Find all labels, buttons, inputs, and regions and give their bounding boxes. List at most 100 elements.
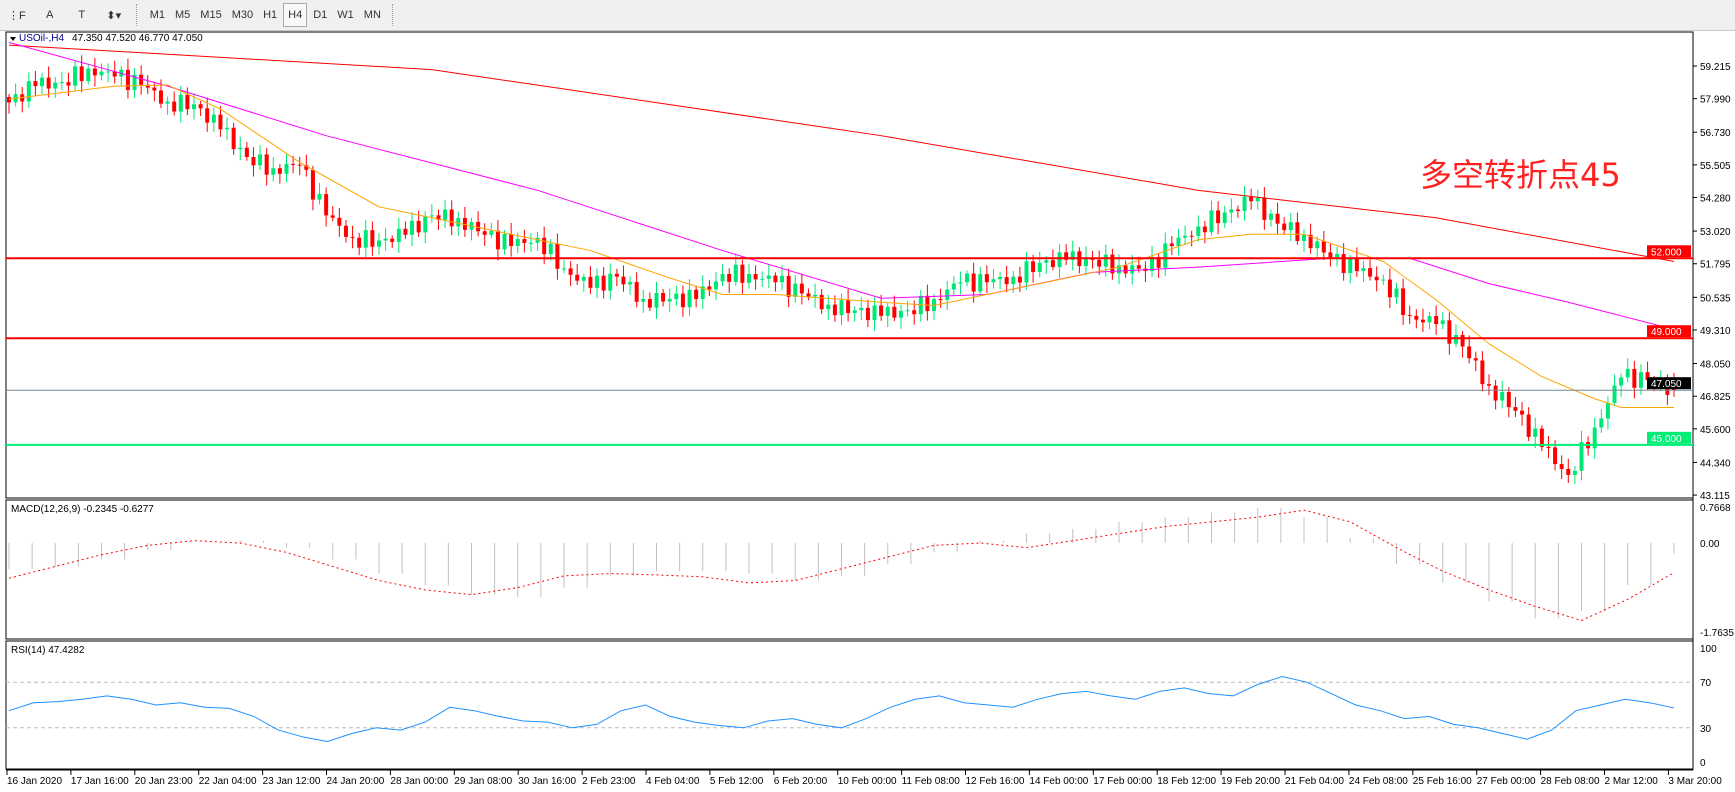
- candle-body: [495, 230, 500, 250]
- level-label: 52.000: [1651, 247, 1682, 258]
- candle-body: [1202, 226, 1207, 233]
- text-label-icon[interactable]: T: [78, 9, 86, 21]
- timeframe-m15[interactable]: M15: [200, 9, 222, 21]
- timeframe-d1[interactable]: D1: [313, 9, 328, 21]
- candle-body: [271, 168, 276, 175]
- candle-body: [1625, 368, 1630, 378]
- time-tick-label: 21 Feb 04:00: [1285, 776, 1344, 787]
- candle-body: [1275, 213, 1280, 224]
- candle-body: [522, 239, 527, 243]
- candle-body: [350, 236, 355, 238]
- timeframe-mn[interactable]: MN: [363, 9, 381, 21]
- candle-body: [1321, 241, 1326, 253]
- time-tick-label: 3 Mar 20:00: [1668, 776, 1722, 787]
- candle-body: [1520, 410, 1525, 415]
- candle-body: [1024, 261, 1029, 283]
- candle-body: [443, 209, 448, 220]
- candle-body: [410, 220, 415, 235]
- candle-body: [145, 84, 150, 88]
- candle-body: [1500, 391, 1505, 401]
- candle-body: [885, 306, 890, 316]
- candle-body: [1044, 260, 1049, 263]
- candle-body: [1189, 235, 1194, 237]
- time-tick-label: 24 Jan 20:00: [327, 776, 385, 787]
- candle-body: [1414, 315, 1419, 320]
- text-icon[interactable]: A: [46, 9, 54, 21]
- candle-body: [1407, 314, 1412, 316]
- candle-body: [515, 239, 520, 247]
- arrows-icon[interactable]: ⬍▾: [106, 9, 122, 22]
- price-tick-label: 59.215: [1700, 62, 1731, 73]
- candle-body: [390, 238, 395, 242]
- candle-body: [1374, 276, 1379, 281]
- candle-body: [1480, 360, 1485, 385]
- time-tick-label: 2 Feb 23:00: [582, 776, 636, 787]
- candle-body: [1513, 407, 1518, 411]
- candle-body: [1381, 279, 1386, 281]
- candle-body: [1605, 402, 1610, 419]
- candle-body: [1103, 254, 1108, 267]
- candle-body: [1401, 288, 1406, 315]
- price-tick-label: 54.280: [1700, 194, 1731, 205]
- candle-body: [370, 230, 375, 247]
- candle-body: [1460, 335, 1465, 347]
- candle-body: [1150, 256, 1155, 272]
- time-tick-label: 12 Feb 16:00: [966, 776, 1025, 787]
- macd-tick-label: 0.00: [1700, 539, 1720, 550]
- collapse-triangle-icon[interactable]: [10, 37, 16, 41]
- timeframe-h4[interactable]: H4: [283, 3, 308, 27]
- candle-body: [73, 66, 78, 86]
- candle-body: [1427, 316, 1432, 323]
- candle-body: [786, 275, 791, 297]
- candle-body: [634, 282, 639, 302]
- candle-body: [489, 230, 494, 235]
- timeframe-w1[interactable]: W1: [337, 9, 354, 21]
- candle-body: [1123, 265, 1128, 274]
- candle-body: [158, 90, 163, 104]
- candle-body: [46, 77, 51, 89]
- candle-body: [416, 220, 421, 233]
- timeframe-m5[interactable]: M5: [175, 9, 191, 21]
- candle-body: [1110, 254, 1115, 274]
- time-tick-label: 20 Jan 23:00: [135, 776, 193, 787]
- candle-body: [1262, 197, 1267, 220]
- fibonacci-fan-icon[interactable]: ⋮F: [8, 9, 26, 22]
- candle-body: [568, 268, 573, 275]
- candle-body: [1130, 265, 1135, 274]
- candle-body: [740, 264, 745, 283]
- candle-body: [562, 268, 566, 270]
- rsi-tick-label: 0: [1700, 758, 1706, 769]
- candle-body: [793, 283, 798, 297]
- candle-body: [1553, 447, 1558, 465]
- candle-body: [694, 289, 699, 300]
- candle-body: [225, 127, 230, 130]
- timeframe-m1[interactable]: M1: [149, 9, 166, 21]
- candle-body: [1335, 254, 1340, 258]
- candle-body: [396, 228, 401, 242]
- price-tick-label: 56.730: [1700, 128, 1731, 139]
- macd-title: MACD(12,26,9) -0.2345 -0.6277: [11, 504, 154, 515]
- candle-body: [1017, 276, 1022, 283]
- candle-body: [343, 225, 348, 237]
- candle-body: [277, 168, 282, 174]
- time-tick-label: 14 Feb 00:00: [1029, 776, 1088, 787]
- candle-body: [324, 194, 329, 216]
- candle-body: [614, 273, 619, 277]
- candle-body: [1222, 212, 1227, 224]
- timeframe-m30[interactable]: M30: [231, 9, 254, 21]
- candle-body: [700, 286, 705, 300]
- candle-body: [423, 216, 428, 233]
- candle-body: [502, 233, 507, 250]
- candle-body: [66, 82, 71, 86]
- candle-body: [1572, 470, 1577, 475]
- candle-body: [152, 87, 157, 91]
- candle-body: [436, 215, 441, 220]
- price-tick-label: 51.795: [1700, 260, 1731, 271]
- candle-body: [1255, 197, 1260, 202]
- candle-body: [1506, 391, 1511, 408]
- candle-body: [608, 273, 613, 291]
- timeframe-h1[interactable]: H1: [263, 9, 278, 21]
- candle-body: [211, 114, 216, 123]
- time-tick-label: 4 Feb 04:00: [646, 776, 700, 787]
